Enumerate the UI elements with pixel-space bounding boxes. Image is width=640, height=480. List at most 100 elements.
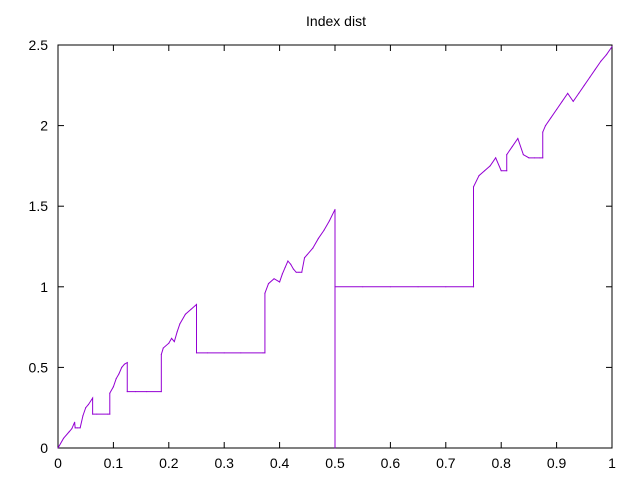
x-tick-label: 0.6: [381, 455, 401, 471]
data-point: [605, 54, 608, 56]
data-point: [295, 271, 297, 273]
data-point: [594, 68, 596, 70]
data-point: [561, 100, 563, 103]
data-point: [539, 157, 541, 159]
x-tick-label: 0.9: [547, 455, 567, 471]
data-point: [417, 286, 419, 288]
axes-group: 0 0.1 0.2 0.3 0.4 0.5 0.6 0.7 0.8 0.9 1 0 0.5 1 1.5 2 2.…: [29, 37, 617, 471]
data-point: [160, 353, 162, 356]
data-point: [109, 413, 111, 415]
data-point: [542, 157, 544, 159]
data-point: [62, 437, 65, 439]
data-point: [85, 407, 87, 409]
data-point: [79, 427, 81, 429]
data-point: [506, 154, 508, 156]
data-point: [506, 170, 508, 172]
data-point: [542, 131, 544, 133]
data-point: [264, 292, 266, 294]
x-tick-label: 0.8: [491, 455, 511, 471]
data-point: [567, 92, 569, 94]
data-point: [92, 413, 94, 415]
data-point: [578, 92, 580, 94]
data-point: [112, 386, 114, 388]
data-point: [87, 403, 90, 406]
data-point: [92, 397, 94, 399]
data-point: [176, 331, 178, 333]
data-point: [195, 303, 198, 306]
data-point: [223, 352, 225, 354]
data-point: [267, 282, 270, 285]
data-point: [82, 415, 84, 417]
data-point: [292, 268, 295, 270]
x-tick-label: 0.5: [325, 455, 345, 471]
data-point: [146, 390, 148, 393]
data-point: [240, 352, 242, 354]
data-point: [262, 352, 264, 354]
data-point: [478, 174, 480, 177]
data-point: [68, 431, 70, 433]
data-point: [173, 341, 175, 343]
data-point: [107, 413, 109, 415]
data-point: [572, 100, 574, 103]
data-point: [600, 60, 602, 62]
data-point: [517, 137, 519, 140]
x-tick-label: 0: [54, 455, 62, 471]
data-point: [71, 428, 73, 430]
data-point: [334, 286, 336, 288]
data-point: [298, 271, 300, 273]
x-tick-label: 0.1: [104, 455, 124, 471]
data-point: [483, 170, 486, 172]
data-point: [160, 390, 162, 393]
data-point: [109, 392, 111, 394]
data-point: [134, 390, 137, 393]
data-point: [528, 157, 530, 159]
data-point: [290, 263, 292, 265]
data-point: [334, 447, 336, 449]
chart-title: Index dist: [306, 13, 366, 29]
data-point: [511, 145, 513, 148]
data-point: [121, 366, 123, 368]
x-tick-label: 0.3: [214, 455, 234, 471]
data-point: [550, 116, 552, 119]
data-point: [317, 237, 319, 240]
data-point: [306, 253, 308, 256]
y-tick-label: 0.5: [29, 359, 49, 375]
data-point: [583, 84, 585, 86]
data-point: [170, 337, 173, 339]
y-tick-label: 2: [40, 118, 48, 134]
y-tick-label: 1: [40, 279, 48, 295]
data-point: [279, 281, 281, 283]
data-point: [611, 46, 613, 48]
data-point: [206, 352, 209, 354]
series-line-0: [57, 46, 613, 449]
plot-area: [57, 46, 613, 449]
y-tick-label: 1.5: [29, 198, 49, 214]
y-tick-label: 0: [40, 440, 48, 456]
data-point: [472, 186, 475, 188]
y-tick-label: 2.5: [29, 37, 49, 53]
data-point: [184, 313, 187, 315]
data-point: [179, 323, 181, 325]
data-point: [126, 390, 128, 393]
data-point: [445, 286, 447, 288]
data-point: [334, 208, 336, 211]
data-point: [533, 157, 536, 159]
data-point: [589, 76, 591, 78]
data-point: [472, 286, 475, 288]
data-point: [57, 447, 59, 449]
data-point: [544, 125, 547, 127]
data-point: [74, 427, 76, 429]
data-point: [362, 286, 364, 288]
data-point: [115, 378, 117, 380]
data-point: [126, 361, 128, 364]
data-point: [323, 229, 325, 231]
data-point: [76, 427, 78, 429]
data-point: [118, 373, 120, 375]
data-point: [301, 271, 303, 273]
data-point: [96, 413, 98, 415]
data-point: [303, 257, 306, 259]
x-tick-label: 0.7: [436, 455, 456, 471]
x-tick-label: 0.2: [159, 455, 179, 471]
data-point: [556, 108, 558, 111]
